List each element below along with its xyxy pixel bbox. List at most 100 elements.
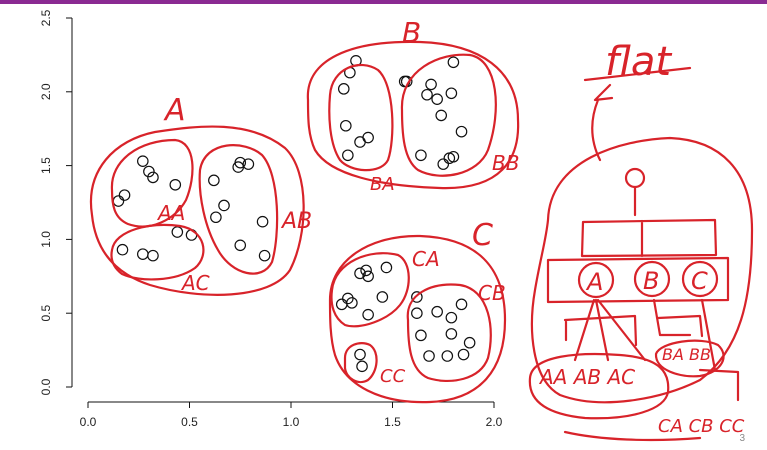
label-ba: BA [370, 174, 395, 195]
data-point [441, 350, 454, 362]
leaves-aa-ab-ac-box [528, 352, 670, 420]
data-point [415, 149, 427, 162]
children-box [546, 256, 730, 304]
x-tick-label: 0.5 [181, 415, 198, 429]
data-point [425, 78, 437, 91]
data-point [437, 158, 450, 170]
data-point [116, 243, 129, 256]
label-cc: CC [380, 366, 406, 387]
cluster-a-outline [89, 125, 305, 296]
data-point [354, 348, 366, 361]
node-c-label: C [691, 267, 708, 295]
data-point [112, 195, 125, 207]
cluster-aa-outline [110, 138, 194, 228]
node-c-circle [681, 260, 719, 298]
data-point [137, 248, 149, 260]
data-point [218, 199, 230, 212]
y-tick-label: 1.0 [39, 231, 53, 248]
label-ac: AC [180, 271, 210, 295]
data-point [447, 150, 460, 163]
data-point [354, 267, 366, 280]
data-point [258, 249, 271, 262]
page-indicator: 3 [739, 433, 745, 444]
data-point [455, 125, 468, 138]
cluster-ba-outline [328, 64, 394, 172]
data-point [342, 292, 354, 305]
cluster-cb-outline [406, 283, 492, 382]
flat-underline [583, 66, 692, 82]
label-b: B [402, 16, 421, 49]
data-point [234, 239, 247, 252]
data-point [346, 297, 358, 309]
label-bb: BB [492, 151, 519, 175]
x-tick-label: 0.0 [80, 415, 97, 429]
data-point [360, 264, 372, 277]
data-point [463, 336, 476, 349]
data-point [457, 348, 470, 361]
data-point [435, 109, 448, 122]
data-point [423, 350, 435, 362]
data-point [447, 56, 460, 69]
y-tick-label: 2.0 [39, 83, 53, 100]
data-point [118, 189, 131, 201]
data-point [147, 171, 159, 184]
y-tick-label: 1.5 [39, 157, 53, 174]
x-tick-label: 1.0 [283, 415, 300, 429]
data-point [362, 308, 374, 321]
root-box [580, 218, 718, 258]
y-tick-label: 0.0 [39, 378, 53, 395]
data-point [171, 226, 184, 238]
window-top-border [0, 0, 767, 4]
data-point [169, 178, 182, 191]
data-point [356, 360, 368, 373]
node-a-branches [563, 298, 647, 362]
data-point [137, 155, 149, 167]
data-point [256, 215, 269, 228]
cluster-c-outline [328, 234, 507, 404]
node-a-circle [577, 261, 615, 299]
cluster-b-outline [306, 40, 520, 190]
data-point [234, 156, 247, 169]
data-point [421, 88, 433, 101]
data-point [445, 87, 458, 100]
label-ca: CA [412, 247, 440, 271]
label-ab: AB [280, 209, 312, 234]
flat-bottom-bracket [563, 430, 702, 442]
data-point [340, 119, 352, 132]
data-point [445, 328, 458, 340]
data-point [380, 261, 393, 274]
leaves-c-label: CA CB CC [658, 416, 745, 437]
data-point [431, 305, 443, 318]
data-point [362, 131, 374, 144]
data-point [411, 291, 423, 303]
data-point [376, 291, 389, 303]
data-point [411, 307, 423, 319]
data-point [335, 298, 348, 311]
cluster-bb-outline [400, 53, 497, 177]
data-point [445, 311, 458, 324]
data-point [362, 270, 374, 283]
data-point [147, 249, 159, 262]
annotations-layer: A AA AB AC B BA BB C CA CB CC flat A B C [89, 16, 754, 442]
label-cb: CB [478, 281, 506, 305]
data-point [354, 136, 366, 148]
data-point [337, 83, 350, 95]
y-tick-label: 2.5 [39, 9, 53, 26]
y-tick-label: 0.5 [39, 305, 53, 322]
data-point [210, 211, 222, 224]
leaves-a-label: AA AB AC [538, 365, 635, 389]
label-c: C [472, 218, 493, 253]
label-aa: AA [156, 201, 185, 225]
data-point [208, 174, 220, 187]
label-flat: flat [605, 39, 672, 85]
flat-outline [530, 136, 754, 404]
node-b-circle [633, 260, 671, 298]
label-a: A [163, 93, 186, 128]
cluster-ac-outline [110, 223, 205, 281]
root-node [624, 167, 646, 189]
x-tick-label: 1.5 [384, 415, 401, 429]
plot-axes: 0.0 0.5 1.0 1.5 2.0 0.0 0.5 1.0 1.5 2.0 2.5 [39, 9, 503, 429]
data-point [143, 165, 155, 178]
x-tick-label: 2.0 [486, 415, 503, 429]
